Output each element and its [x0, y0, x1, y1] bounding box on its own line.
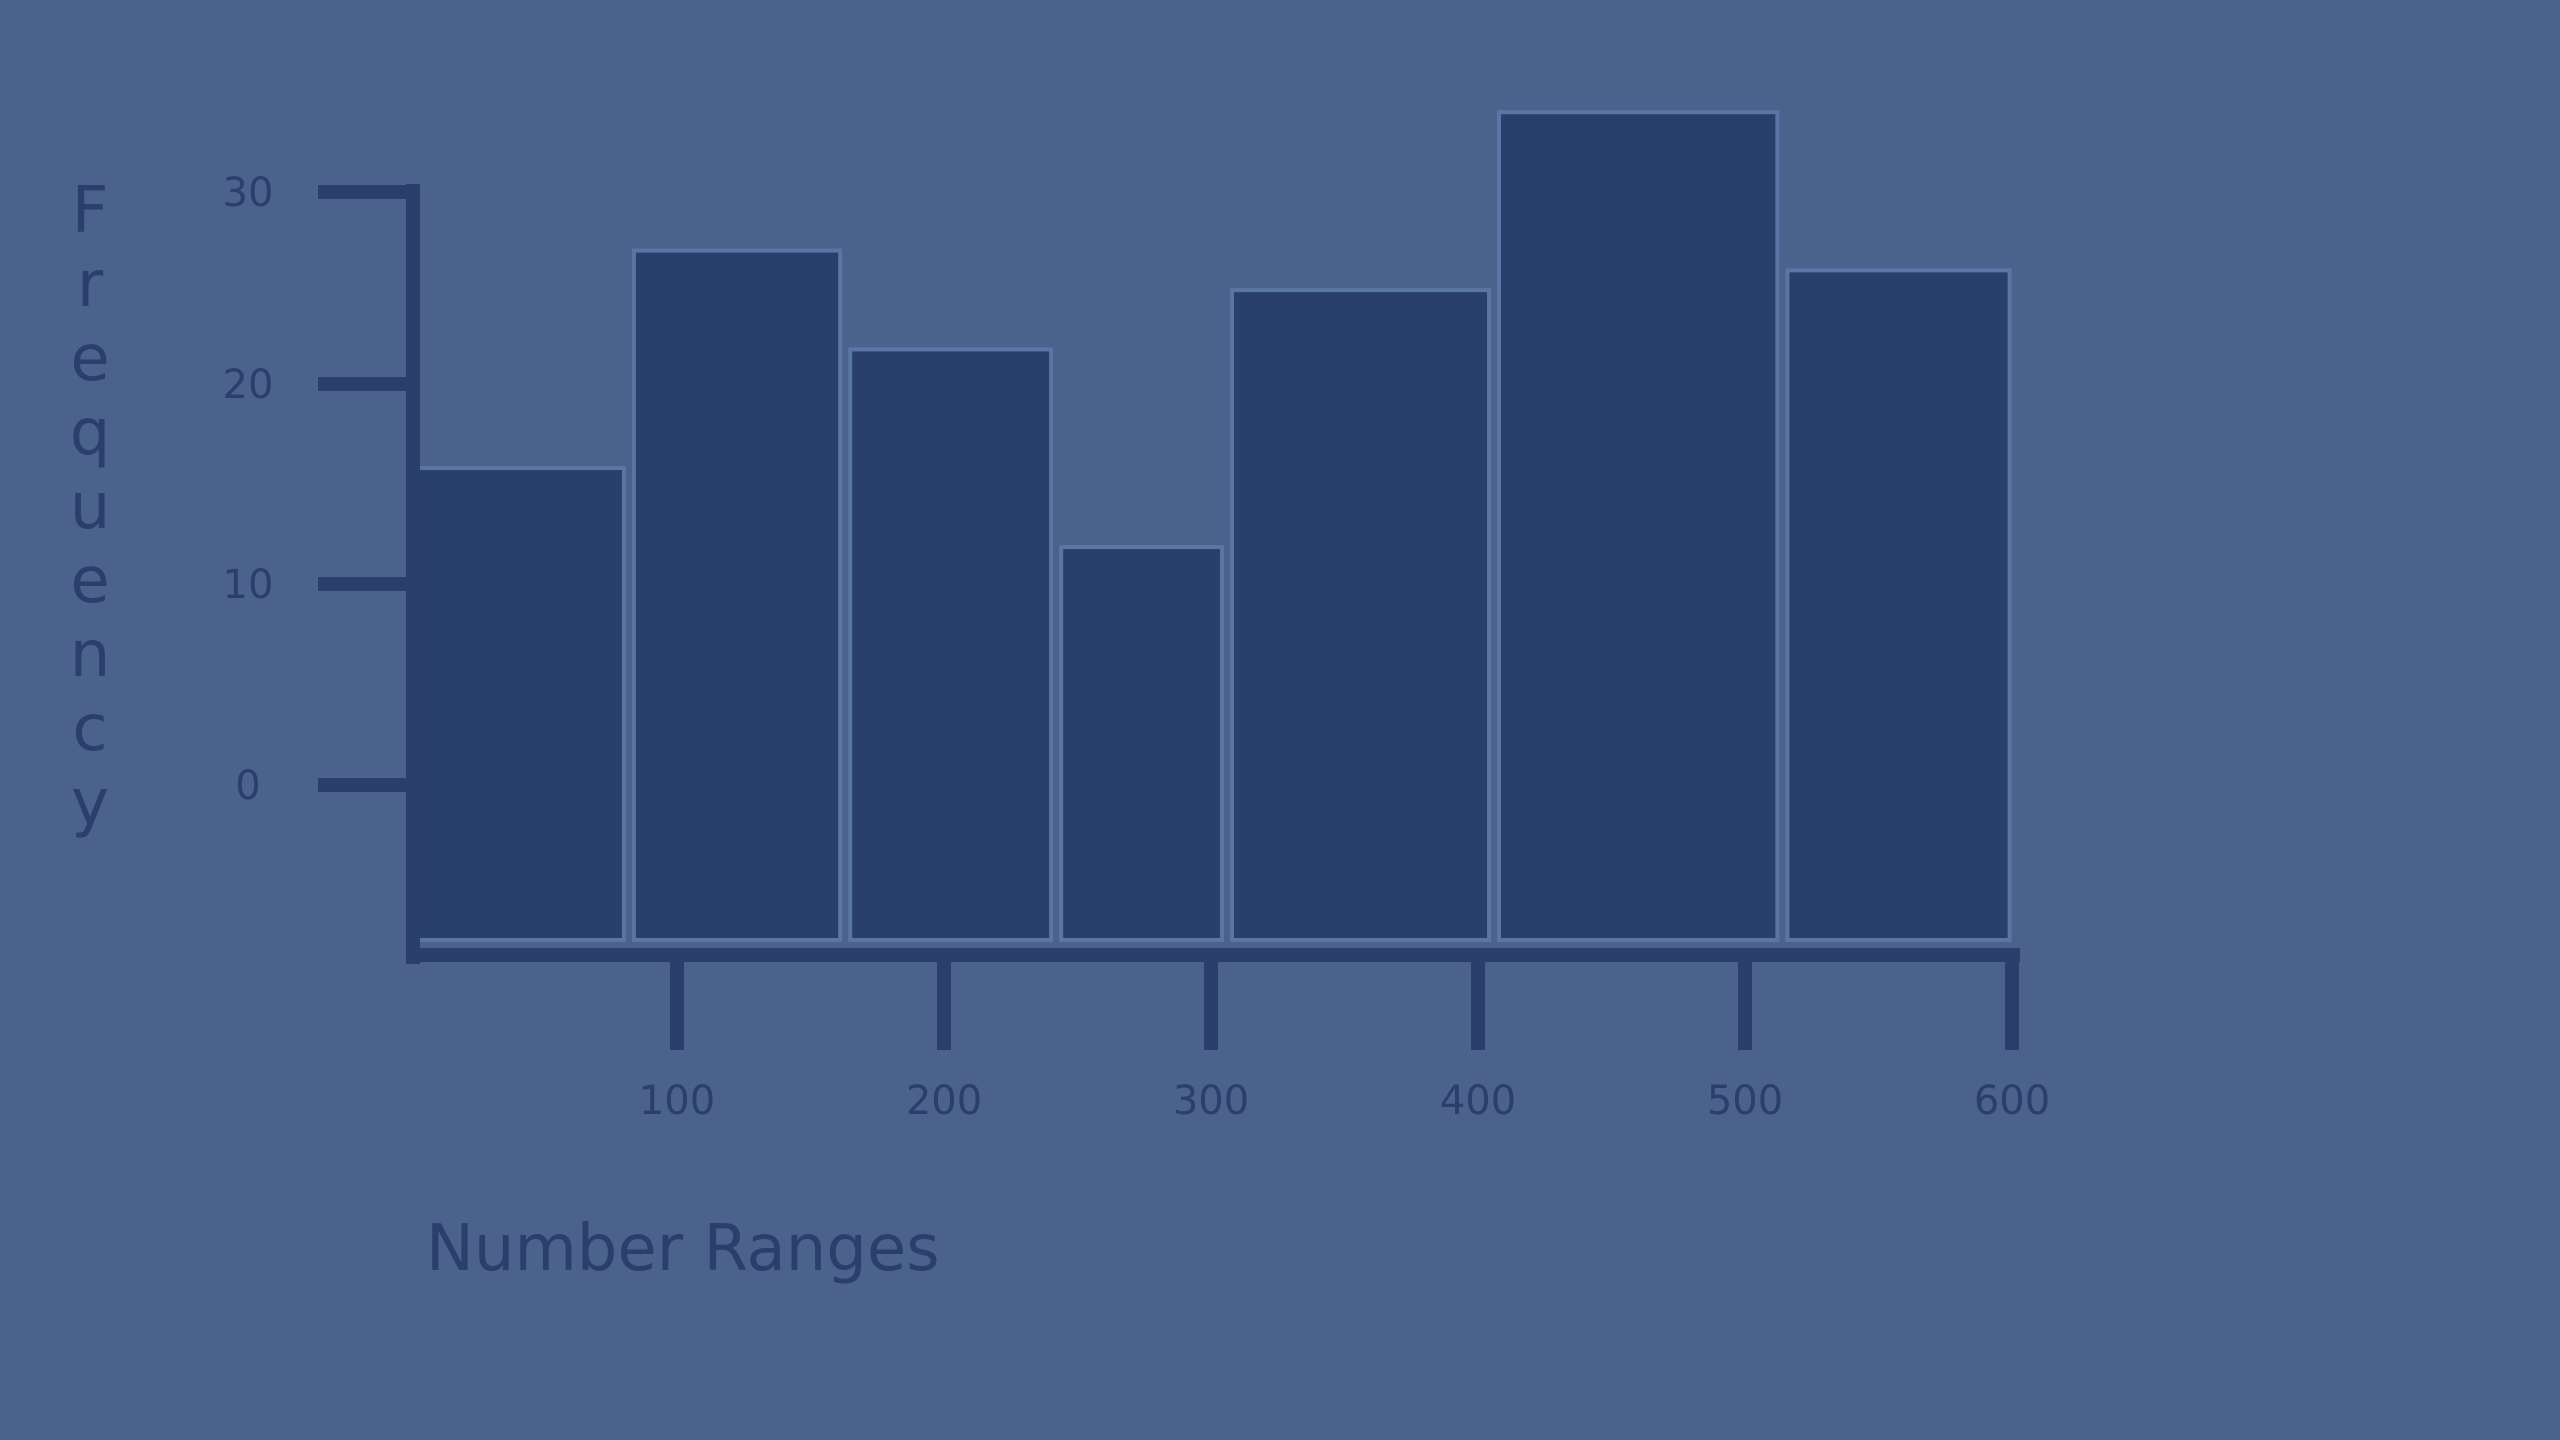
y-axis-title-letter-4: q: [70, 396, 111, 470]
y-tick-label-0: 0: [235, 763, 260, 809]
y-axis-title-letter-3: e: [70, 322, 109, 396]
x-tick-label-400: 400: [1440, 1078, 1516, 1124]
x-tick-400: [1471, 952, 1485, 1050]
x-tick-label-600: 600: [1974, 1078, 2050, 1124]
x-tick-label-500: 500: [1707, 1078, 1783, 1124]
y-axis-title-letter-9: y: [71, 766, 109, 840]
axes-layer: [318, 184, 2020, 1050]
y-axis-title-letter-2: r: [77, 248, 104, 322]
y-axis-title-letter-7: n: [70, 618, 111, 692]
x-tick-200: [937, 952, 951, 1050]
histogram-bar-2: [631, 248, 843, 943]
y-axis-title-letter-6: e: [70, 544, 109, 618]
bars-layer: [413, 110, 2012, 943]
histogram-bar-3: [848, 347, 1054, 942]
histogram-bar-7: [1785, 268, 2012, 943]
x-axis-title: Number Ranges: [426, 1212, 940, 1286]
x-tick-label-100: 100: [639, 1078, 715, 1124]
x-tick-600: [2005, 952, 2019, 1050]
histogram-bar-4: [1059, 545, 1225, 942]
y-tick-30: [318, 185, 414, 199]
y-tick-label-30: 30: [223, 170, 274, 216]
y-axis-line: [406, 184, 420, 964]
y-tick-10: [318, 577, 414, 591]
x-tick-300: [1204, 952, 1218, 1050]
x-tick-500: [1738, 952, 1752, 1050]
y-axis-title-letter-5: u: [70, 470, 111, 544]
y-tick-label-20: 20: [223, 362, 274, 408]
histogram-bar-5: [1230, 288, 1492, 942]
histogram-bar-1: [413, 466, 626, 942]
y-axis-title-letter-1: F: [72, 174, 109, 248]
y-tick-20: [318, 377, 414, 391]
x-tick-label-300: 300: [1173, 1078, 1249, 1124]
x-tick-100: [670, 952, 684, 1050]
y-axis-title-letter-8: c: [72, 692, 107, 766]
histogram-bar-6: [1497, 110, 1780, 942]
y-tick-0: [318, 778, 414, 792]
x-tick-label-200: 200: [906, 1078, 982, 1124]
y-tick-label-10: 10: [223, 562, 274, 608]
